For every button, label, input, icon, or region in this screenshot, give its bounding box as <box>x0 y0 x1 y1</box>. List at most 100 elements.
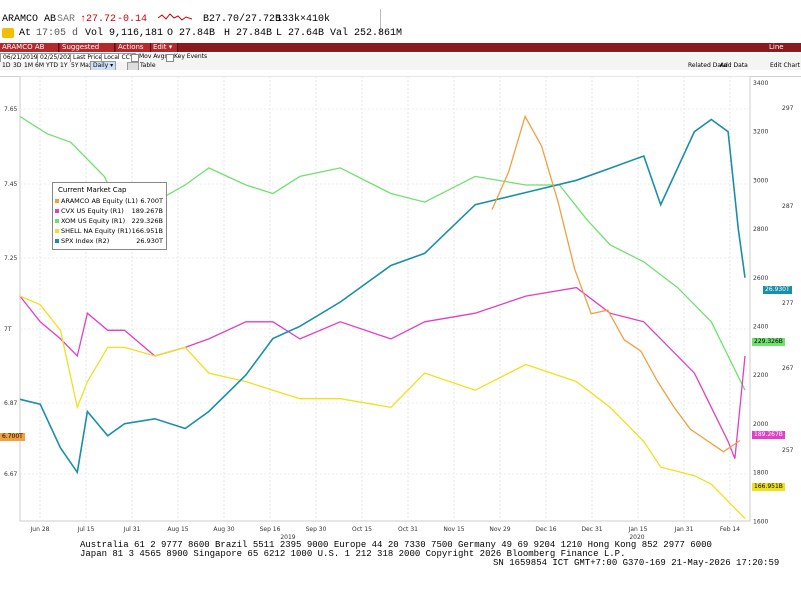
header-divider <box>380 9 381 35</box>
x-tick-label: Oct 31 <box>398 526 418 533</box>
last-price: ↑27.72 <box>80 14 117 25</box>
legend-title: Current Market Cap <box>58 186 127 194</box>
period-6m[interactable]: 6M <box>35 62 44 69</box>
currency-label: SAR <box>57 14 76 25</box>
legend-label: ARAMCO AB Equity (L1) <box>61 197 138 205</box>
ticker-label: ARAMCO AB <box>2 14 57 25</box>
x-tick-label: Jul 15 <box>77 526 95 533</box>
right-r2-tick-label: 1600 <box>753 518 768 525</box>
legend-swatch <box>55 209 59 213</box>
value-traded: Val 252.861M <box>330 28 403 39</box>
right-r2-tick-label: 3200 <box>753 129 768 136</box>
left-tick-label: 7.45 <box>4 181 18 188</box>
right-r1-tick-label: 257 <box>782 447 794 454</box>
footer-contacts-line2: Japan 81 3 4565 8900 Singapore 65 6212 1… <box>80 549 626 559</box>
shell-value-tag: 166.951B <box>752 483 785 491</box>
period-1y[interactable]: 1Y <box>60 62 68 69</box>
x-tick-label: Sep 16 <box>260 526 281 533</box>
right-r2-tick-label: 2600 <box>753 275 768 282</box>
legend-swatch <box>55 199 59 203</box>
legend-value: 6.700T <box>140 197 163 205</box>
chart-area: Jun 28 Jul 15 Jul 31 Aug 15 Aug 30 Sep 16 Sep … <box>4 76 794 541</box>
left-tick-label: 7T <box>4 326 12 333</box>
bid-ask-size: 133k×410k <box>276 14 331 25</box>
right-r2-tick-label: 3400 <box>753 80 768 87</box>
quote-header: ARAMCO AB SAR ↑27.72 -0.14 B27.70/27.72B… <box>0 0 801 43</box>
chart-legend[interactable]: Current Market Cap ARAMCO AB Equity (L1)… <box>52 182 167 250</box>
right-r1-tick-label: 297 <box>782 105 794 112</box>
security-field[interactable]: ARAMCO AB Equity <box>0 43 59 60</box>
period-5y[interactable]: 5Y <box>71 62 79 69</box>
add-data-button[interactable]: Add Data <box>720 62 748 69</box>
x-tick-label: Jun 28 <box>30 526 50 533</box>
left-tick-label: 7.65 <box>4 106 18 113</box>
footer: Australia 61 2 9777 8600 Brazil 5511 239… <box>0 541 801 589</box>
legend-swatch <box>55 219 59 223</box>
price-change: -0.14 <box>117 14 148 25</box>
x-tick-label: Sep 30 <box>306 526 327 533</box>
mov-avgs-checkbox[interactable] <box>131 54 139 62</box>
right-r1-tick-label: 287 <box>782 203 794 210</box>
open-price: O 27.84B <box>167 28 216 39</box>
x-tick-label: Aug 30 <box>213 526 234 533</box>
at-label: At <box>19 28 32 39</box>
period-max[interactable]: Max <box>80 62 93 69</box>
shell-series-line <box>19 295 746 519</box>
right-r1-tick-label: 277 <box>782 300 794 307</box>
legend-item-shell[interactable]: SHELL NA Equity (R1) 166.951B <box>55 227 165 235</box>
legend-swatch <box>55 239 59 243</box>
legend-value: 229.326B <box>131 217 163 225</box>
x-tick-label: Dec 16 <box>535 526 556 533</box>
period-1d[interactable]: 1D <box>2 62 11 69</box>
left-tick-label: 6.87 <box>4 400 18 407</box>
related-data-button[interactable]: Related Data <box>688 62 728 69</box>
volume: Vol 9,116,181 <box>85 28 164 39</box>
actions-menu[interactable]: Actions ▾ <box>116 43 151 60</box>
edit-chart-button[interactable]: Edit Chart <box>770 62 801 69</box>
suggested-charts-menu[interactable]: Suggested Charts ▾ <box>60 43 115 60</box>
year-label: 2019 <box>280 534 295 541</box>
period-3d[interactable]: 3D <box>13 62 22 69</box>
cvx-series-line <box>19 286 746 459</box>
legend-item-spx[interactable]: SPX Index (R2) 26.930T <box>55 237 165 245</box>
x-tick-label: Dec 31 <box>581 526 602 533</box>
period-ytd[interactable]: YTD <box>46 62 58 69</box>
sparkline-icon <box>157 12 193 22</box>
legend-value: 166.951B <box>131 227 163 235</box>
aramco-value-tag: 6.700T <box>0 433 25 441</box>
plot-frame <box>19 76 751 522</box>
xom-value-tag: 229.326B <box>752 338 785 346</box>
table-button[interactable]: Table <box>140 62 156 69</box>
x-tick-label: Jan 15 <box>628 526 648 533</box>
edit-menu[interactable]: Edit ▾ <box>151 43 178 52</box>
legend-item-aramco[interactable]: ARAMCO AB Equity (L1) 6.700T <box>55 197 165 205</box>
legend-value: 189.267B <box>131 207 163 215</box>
key-events-checkbox[interactable] <box>166 54 174 62</box>
x-tick-label: Feb 14 <box>720 526 740 533</box>
legend-item-xom[interactable]: XOM US Equity (R1) 229.326B <box>55 217 165 225</box>
spx-series-line <box>19 118 746 475</box>
period-1m[interactable]: 1M <box>24 62 33 69</box>
footer-session-info: SN 1659854 ICT GMT+7:00 G370-169 21-May-… <box>493 558 780 568</box>
x-tick-label: Jan 31 <box>674 526 694 533</box>
x-tick-label: Oct 15 <box>352 526 372 533</box>
x-tick-label: Jul 31 <box>123 526 141 533</box>
legend-swatch <box>55 229 59 233</box>
legend-label: SHELL NA Equity (R1) <box>61 227 132 235</box>
right-r2-tick-label: 2000 <box>753 421 768 428</box>
date-separator: - <box>33 53 36 60</box>
legend-item-cvx[interactable]: CVX US Equity (R1) 189.267B <box>55 207 165 215</box>
quote-time: 17:05 d <box>36 28 79 39</box>
left-tick-label: 7.25 <box>4 255 18 262</box>
cvx-value-tag: 189.267B <box>752 431 785 439</box>
right-r1-tick-label: 267 <box>782 365 794 372</box>
legend-label: CVX US Equity (R1) <box>61 207 124 215</box>
chart-type-label[interactable]: Line Chart <box>769 43 788 60</box>
mov-avgs-label: Mov Avgs <box>139 53 168 60</box>
alert-icon[interactable] <box>2 28 14 38</box>
legend-value: 26.930T <box>136 237 163 245</box>
x-tick-label: Nov 15 <box>443 526 464 533</box>
footer-contacts-line1: Australia 61 2 9777 8600 Brazil 5511 239… <box>80 540 712 550</box>
spx-value-tag: 26.930T <box>763 286 792 294</box>
low-price: L 27.64B <box>276 28 325 39</box>
